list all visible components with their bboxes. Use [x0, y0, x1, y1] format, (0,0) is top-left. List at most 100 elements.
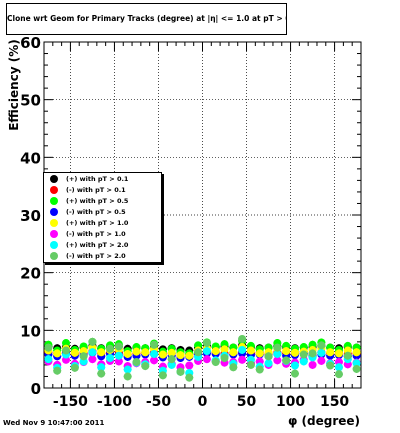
- data-point: [132, 347, 141, 356]
- data-point: [79, 352, 88, 361]
- data-point: [202, 347, 211, 356]
- y-tick-label: 10: [20, 322, 41, 340]
- data-point: [238, 334, 247, 343]
- legend-label: (-) with pT > 2.0: [66, 252, 126, 260]
- legend-item: (+) with pT > 2.0: [44, 240, 161, 250]
- data-point: [220, 354, 229, 363]
- data-point: [123, 365, 132, 374]
- x-tick-label: -150: [53, 394, 88, 410]
- data-point: [123, 349, 132, 358]
- legend-item: (+) with pT > 1.0: [44, 218, 161, 228]
- y-tick-label: 0: [31, 380, 41, 398]
- legend-label: (-) with pT > 0.1: [66, 186, 126, 194]
- data-point: [299, 357, 308, 366]
- y-tick-label: 60: [20, 34, 41, 52]
- data-point: [246, 360, 255, 369]
- data-point: [352, 348, 361, 357]
- data-point: [141, 362, 150, 371]
- x-axis-label: φ (degree): [287, 414, 360, 428]
- data-point: [264, 359, 273, 368]
- data-point: [167, 360, 176, 369]
- data-point: [290, 369, 299, 378]
- data-point: [62, 339, 71, 348]
- data-points: [44, 334, 361, 382]
- legend-marker: [50, 219, 58, 227]
- legend-label: (+) with pT > 2.0: [66, 241, 129, 249]
- data-point: [114, 351, 123, 360]
- data-point: [255, 365, 264, 374]
- axis-ticks: [44, 41, 362, 389]
- data-point: [132, 358, 141, 367]
- data-point: [343, 351, 352, 360]
- data-point: [352, 359, 361, 368]
- data-point: [176, 351, 185, 360]
- data-point: [88, 337, 97, 346]
- data-point: [53, 366, 62, 375]
- data-point: [326, 361, 335, 370]
- data-point: [44, 343, 53, 352]
- legend-item: (-) with pT > 1.0: [44, 229, 161, 239]
- legend-item: (+) with pT > 0.1: [44, 174, 161, 184]
- data-point: [334, 349, 343, 358]
- y-axis-label: Efficiency (%): [7, 39, 21, 131]
- legend-item: (-) with pT > 2.0: [44, 251, 161, 261]
- data-point: [106, 354, 115, 363]
- data-point: [167, 348, 176, 357]
- data-point: [317, 356, 326, 365]
- data-point: [158, 371, 167, 380]
- x-tick-labels: -150 -100 -50 0 50 100 150: [53, 394, 350, 410]
- data-point: [88, 355, 97, 364]
- data-point: [211, 347, 220, 356]
- data-point: [255, 349, 264, 358]
- data-point: [238, 355, 247, 364]
- data-point: [229, 363, 238, 372]
- footer-timestamp: Wed Nov 9 10:47:00 2011: [3, 419, 105, 427]
- x-tick-label: 150: [320, 394, 349, 410]
- data-point: [114, 357, 123, 366]
- data-point: [185, 351, 194, 360]
- data-point: [317, 348, 326, 357]
- data-point: [150, 356, 159, 365]
- data-point: [308, 349, 317, 358]
- data-point: [150, 340, 159, 349]
- legend-item: (-) with pT > 0.1: [44, 185, 161, 195]
- legend-marker: [50, 175, 58, 183]
- data-point: [62, 346, 71, 355]
- legend-marker: [50, 252, 58, 260]
- data-point: [44, 355, 53, 364]
- data-point: [97, 369, 106, 378]
- data-point: [97, 348, 106, 357]
- legend-label: (+) with pT > 1.0: [66, 219, 129, 227]
- data-point: [352, 364, 361, 373]
- data-point: [282, 347, 291, 356]
- data-point: [150, 349, 159, 358]
- data-point: [88, 348, 97, 357]
- data-point: [290, 361, 299, 370]
- data-point: [229, 348, 238, 357]
- title-box: Clone wrt Geom for Primary Tracks (degre…: [6, 3, 287, 35]
- data-point: [194, 348, 203, 357]
- y-tick-label: 40: [20, 149, 41, 167]
- legend-label: (-) with pT > 1.0: [66, 230, 126, 238]
- data-point: [106, 344, 115, 353]
- data-point: [264, 352, 273, 361]
- data-point: [70, 363, 79, 372]
- data-point: [114, 342, 123, 351]
- data-point: [202, 355, 211, 364]
- data-point: [141, 348, 150, 357]
- data-point: [238, 345, 247, 354]
- data-point: [158, 350, 167, 359]
- data-point: [299, 350, 308, 359]
- data-point: [282, 356, 291, 365]
- legend-item: (-) with pT > 0.5: [44, 207, 161, 217]
- data-point: [334, 363, 343, 372]
- x-tick-label: 0: [198, 394, 208, 410]
- data-point: [326, 348, 335, 357]
- x-tick-label: -100: [97, 394, 132, 410]
- x-tick-label: 50: [237, 394, 257, 410]
- data-point: [246, 346, 255, 355]
- legend: (+) with pT > 0.1 (-) with pT > 0.1 (+) …: [43, 172, 162, 263]
- data-point: [53, 349, 62, 358]
- data-point: [167, 355, 176, 364]
- data-point: [273, 356, 282, 365]
